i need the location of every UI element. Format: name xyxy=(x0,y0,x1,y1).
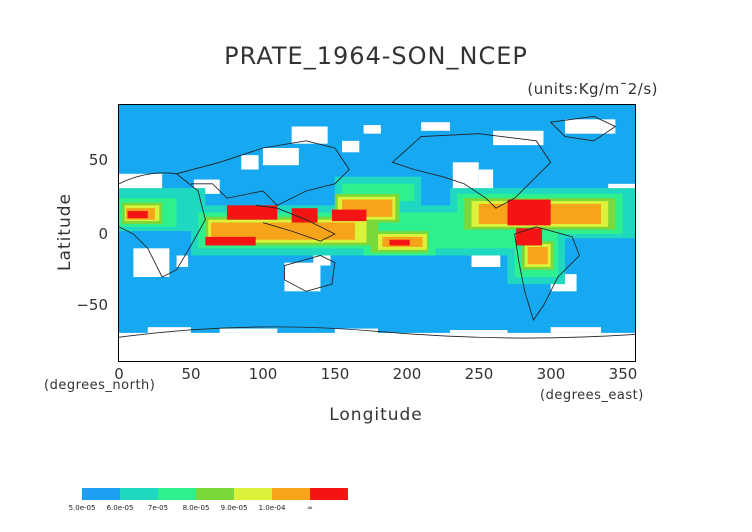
x-axis-label: Longitude xyxy=(329,405,423,425)
x-tick-0: 0 xyxy=(114,365,124,383)
x-tick-350: 350 xyxy=(608,365,638,383)
legend-label: 8.0e-05 xyxy=(182,504,210,512)
y-tick-50: 50 xyxy=(88,151,108,169)
legend-swatch xyxy=(196,488,234,500)
y-axis-label: Latitude xyxy=(55,193,75,271)
x-tick-150: 150 xyxy=(320,365,350,383)
precip-level-6 xyxy=(127,199,551,246)
units-label: (units:Kg/m¯2/s) xyxy=(527,80,658,98)
y-tick-minus-50: −50 xyxy=(76,296,108,314)
x-tick-100: 100 xyxy=(248,365,278,383)
legend-swatch xyxy=(120,488,158,500)
x-tick-250: 250 xyxy=(464,365,494,383)
legend-label: 5.0e-05 xyxy=(68,504,96,512)
precipitation-map xyxy=(119,105,635,361)
legend-label: 1.0e-04 xyxy=(258,504,286,512)
x-tick-50: 50 xyxy=(181,365,201,383)
legend-swatch xyxy=(310,488,348,500)
coastlines xyxy=(119,116,635,339)
y-tick-0: 0 xyxy=(98,225,108,243)
map-plot-area xyxy=(118,104,636,362)
legend-swatch xyxy=(158,488,196,500)
legend-swatch xyxy=(272,488,310,500)
legend-label: 7e-05 xyxy=(147,504,169,512)
y-unit-note: (degrees_north) xyxy=(44,378,156,393)
x-tick-200: 200 xyxy=(392,365,422,383)
legend-label: ∞ xyxy=(307,504,313,512)
legend-swatch xyxy=(234,488,272,500)
legend-label: 9.0e-05 xyxy=(220,504,248,512)
x-unit-note: (degrees_east) xyxy=(540,388,644,403)
legend-swatch xyxy=(82,488,120,500)
x-tick-300: 300 xyxy=(536,365,566,383)
chart-title: PRATE_1964-SON_NCEP xyxy=(224,42,528,70)
legend-label: 6.0e-05 xyxy=(106,504,134,512)
